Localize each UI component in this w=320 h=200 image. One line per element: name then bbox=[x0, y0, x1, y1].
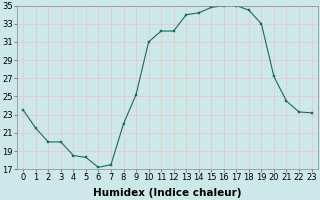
X-axis label: Humidex (Indice chaleur): Humidex (Indice chaleur) bbox=[93, 188, 242, 198]
